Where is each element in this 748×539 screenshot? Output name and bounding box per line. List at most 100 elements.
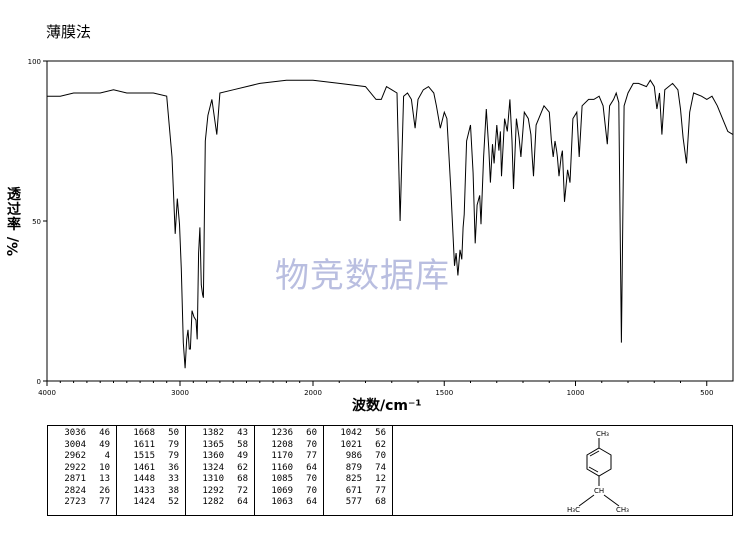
structure-center-label: CH [594,487,604,495]
peak-row: 577 68 [324,497,392,509]
peak-column: 1382 43 1365 58 1360 49 1324 62 1310 68 1292 72 1282… [186,426,255,515]
peak-wavenumber: 879 [345,462,362,473]
peak-row: 2962 4 [48,451,116,463]
peak-transmittance: 79 [168,451,179,461]
y-axis-label-main: 透过率 [7,187,21,233]
peak-wavenumber: 1668 [133,428,155,438]
peak-row: 1365 58 [186,440,254,452]
y-tick-label: 100 [28,58,41,66]
peak-transmittance: 50 [168,428,179,438]
peak-transmittance: 4 [104,451,110,461]
ir-spectrum-chart: 4000 3000 2000 1500 1000 500 0 50 100 [28,58,734,397]
structure-right-label: CH₃ [616,506,629,514]
peak-wavenumber: 1236 [271,428,293,438]
peak-wavenumber: 1365 [202,439,224,450]
peak-wavenumber: 1160 [271,462,293,473]
peak-row: 1236 60 [255,428,323,440]
peak-wavenumber: 1433 [133,485,155,496]
peak-transmittance: 77 [306,451,317,461]
peak-wavenumber: 1021 [340,439,362,450]
peak-row: 2824 26 [48,486,116,498]
peak-wavenumber: 1324 [202,462,224,473]
peak-transmittance: 43 [237,428,248,438]
peak-transmittance: 68 [375,497,386,507]
peak-wavenumber: 1515 [133,451,155,461]
peak-wavenumber: 2871 [64,474,86,484]
peak-row: 671 77 [324,486,392,498]
peak-row: 1461 36 [117,463,185,475]
x-tick-label: 2000 [304,389,322,397]
peak-transmittance: 10 [99,462,110,473]
peak-row: 2723 77 [48,497,116,509]
peak-wavenumber: 825 [345,474,362,484]
peak-row: 1085 70 [255,474,323,486]
peak-transmittance: 36 [168,462,179,473]
peak-wavenumber: 2824 [64,485,86,496]
peak-row: 1208 70 [255,440,323,452]
peak-column: 3036 46 3004 49 2962 4 2922 10 2871 13 2824 26 2723 7… [48,426,117,515]
x-tick-label: 3000 [171,389,189,397]
peak-transmittance: 77 [375,485,386,496]
peak-row: 1042 56 [324,428,392,440]
plot-frame [46,60,734,382]
peak-row: 1310 68 [186,474,254,486]
spectrum-line [47,79,734,369]
peak-row: 1611 79 [117,440,185,452]
x-axis-label: 波数/cm⁻¹ [352,398,422,414]
peak-transmittance: 64 [306,462,317,473]
peak-wavenumber: 1360 [202,451,224,461]
peak-transmittance: 60 [306,428,317,438]
peak-wavenumber: 2962 [64,451,86,461]
peak-wavenumber: 1310 [202,474,224,484]
peak-row: 1448 33 [117,474,185,486]
peak-wavenumber: 1424 [133,497,155,507]
peak-row: 1170 77 [255,451,323,463]
peak-transmittance: 58 [237,439,248,450]
peak-wavenumber: 1611 [133,439,155,450]
x-tick-label: 500 [700,389,713,397]
peak-transmittance: 33 [168,474,179,484]
watermark: 物竞数据库 [275,256,450,296]
peak-transmittance: 62 [237,462,248,473]
peak-row: 1069 70 [255,486,323,498]
method-title: 薄膜法 [46,23,92,41]
peak-wavenumber: 1042 [340,428,362,438]
peak-row: 1382 43 [186,428,254,440]
peak-row: 1668 50 [117,428,185,440]
peak-transmittance: 12 [375,474,386,484]
peak-transmittance: 56 [375,428,386,438]
peak-transmittance: 72 [237,485,248,496]
peak-transmittance: 68 [237,474,248,484]
peak-row: 1282 64 [186,497,254,509]
peak-transmittance: 52 [168,497,179,507]
peak-transmittance: 64 [306,497,317,507]
peak-row: 1515 79 [117,451,185,463]
peak-row: 1063 64 [255,497,323,509]
peak-transmittance: 70 [306,474,317,484]
x-tick-label: 1500 [435,389,453,397]
peak-wavenumber: 1063 [271,497,293,507]
peak-row: 879 74 [324,463,392,475]
peak-transmittance: 70 [375,451,386,461]
peak-row: 2922 10 [48,463,116,475]
peak-wavenumber: 3036 [64,428,86,438]
peak-row: 3036 46 [48,428,116,440]
peak-transmittance: 79 [168,439,179,450]
peak-wavenumber: 671 [345,485,362,496]
peak-column: 1236 60 1208 70 1170 77 1160 64 1085 70 1069 70 1063… [255,426,324,515]
peak-row: 1292 72 [186,486,254,498]
peak-transmittance: 77 [99,497,110,507]
peak-transmittance: 46 [99,428,110,438]
y-axis-label-unit: %/ [5,236,22,257]
structure-top-label: CH₃ [596,430,609,438]
structure-left-label: H₃C [567,506,580,514]
peak-wavenumber: 1069 [271,485,293,496]
peak-row: 2871 13 [48,474,116,486]
peak-wavenumber: 1170 [271,451,293,461]
peak-wavenumber: 1085 [271,474,293,484]
y-tick-label: 0 [37,378,41,386]
peak-wavenumber: 1461 [133,462,155,473]
peak-row: 986 70 [324,451,392,463]
peak-wavenumber: 1208 [271,439,293,450]
peak-row: 1160 64 [255,463,323,475]
